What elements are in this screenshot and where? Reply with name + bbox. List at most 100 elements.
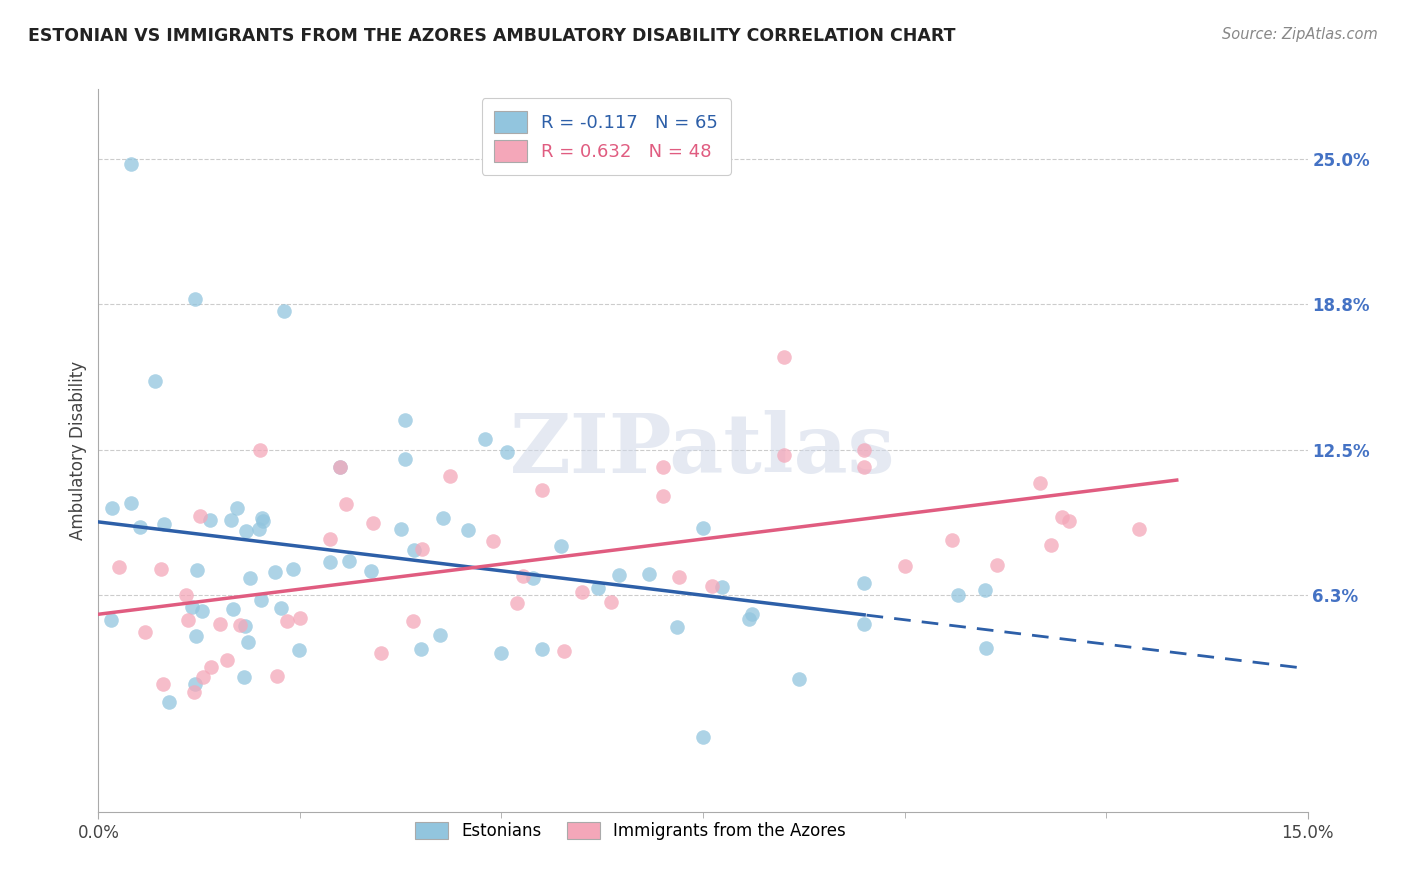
Point xyxy=(208,617,231,632)
Point xyxy=(710,581,733,595)
Point xyxy=(496,445,519,459)
Point xyxy=(665,620,688,634)
Point xyxy=(1128,522,1150,536)
Point xyxy=(288,642,311,657)
Point xyxy=(637,567,659,582)
Point xyxy=(183,685,205,699)
Point xyxy=(700,579,723,593)
Point xyxy=(329,460,352,475)
Point xyxy=(217,653,239,667)
Point xyxy=(512,569,534,583)
Point xyxy=(522,571,544,585)
Point xyxy=(337,554,360,568)
Point xyxy=(853,443,876,458)
Point xyxy=(692,520,714,534)
Point xyxy=(411,541,433,556)
Point xyxy=(853,459,876,474)
Point xyxy=(853,617,876,632)
Point xyxy=(180,599,202,614)
Point xyxy=(1039,538,1062,552)
Point xyxy=(571,585,593,599)
Text: Source: ZipAtlas.com: Source: ZipAtlas.com xyxy=(1222,27,1378,42)
Point xyxy=(159,695,181,709)
Point xyxy=(482,533,505,548)
Point xyxy=(186,563,208,577)
Point xyxy=(149,562,172,576)
Point xyxy=(553,644,575,658)
Point xyxy=(270,600,292,615)
Point xyxy=(232,669,254,683)
Point xyxy=(986,558,1008,572)
Legend: Estonians, Immigrants from the Azores: Estonians, Immigrants from the Azores xyxy=(408,815,853,847)
Point xyxy=(153,516,176,531)
Point xyxy=(530,483,553,497)
Point xyxy=(236,634,259,648)
Point xyxy=(370,646,392,660)
Point xyxy=(335,497,357,511)
Point xyxy=(250,593,273,607)
Y-axis label: Ambulatory Disability: Ambulatory Disability xyxy=(69,361,87,540)
Point xyxy=(530,641,553,656)
Point xyxy=(233,619,256,633)
Point xyxy=(772,448,794,462)
Point xyxy=(409,641,432,656)
Point xyxy=(249,443,271,458)
Point xyxy=(190,604,212,618)
Point xyxy=(586,581,609,595)
Point xyxy=(235,524,257,539)
Point xyxy=(394,451,416,466)
Point xyxy=(288,611,311,625)
Point xyxy=(948,588,970,602)
Point xyxy=(651,489,673,503)
Point xyxy=(1057,514,1080,528)
Point xyxy=(174,588,197,602)
Point xyxy=(281,562,304,576)
Point xyxy=(457,523,479,537)
Point xyxy=(134,624,156,639)
Point xyxy=(264,565,287,579)
Point xyxy=(402,543,425,558)
Point xyxy=(394,413,416,427)
Text: ZIPatlas: ZIPatlas xyxy=(510,410,896,491)
Point xyxy=(152,676,174,690)
Point xyxy=(893,559,915,574)
Point xyxy=(738,612,761,626)
Point xyxy=(219,513,242,527)
Point xyxy=(692,730,714,744)
Point xyxy=(120,496,142,510)
Point xyxy=(432,510,454,524)
Point xyxy=(361,516,384,530)
Point xyxy=(772,350,794,364)
Point xyxy=(120,157,142,171)
Point xyxy=(276,614,298,628)
Point xyxy=(249,522,271,536)
Point xyxy=(226,500,249,515)
Point xyxy=(184,629,207,643)
Point xyxy=(318,532,340,546)
Point xyxy=(474,432,496,446)
Point xyxy=(429,627,451,641)
Point xyxy=(198,513,221,527)
Point xyxy=(668,569,690,583)
Point xyxy=(741,607,763,622)
Point xyxy=(974,583,997,598)
Point xyxy=(200,660,222,674)
Point xyxy=(491,646,513,660)
Point xyxy=(389,522,412,536)
Point xyxy=(184,676,207,690)
Point xyxy=(266,668,288,682)
Point xyxy=(177,613,200,627)
Point xyxy=(193,669,215,683)
Point xyxy=(607,568,630,582)
Point xyxy=(184,292,207,306)
Point xyxy=(853,576,876,591)
Point xyxy=(1050,510,1073,524)
Point xyxy=(329,459,352,474)
Point xyxy=(506,596,529,610)
Point xyxy=(100,613,122,627)
Point xyxy=(550,539,572,553)
Point xyxy=(401,614,423,628)
Point xyxy=(188,509,211,524)
Point xyxy=(439,469,461,483)
Point xyxy=(360,565,382,579)
